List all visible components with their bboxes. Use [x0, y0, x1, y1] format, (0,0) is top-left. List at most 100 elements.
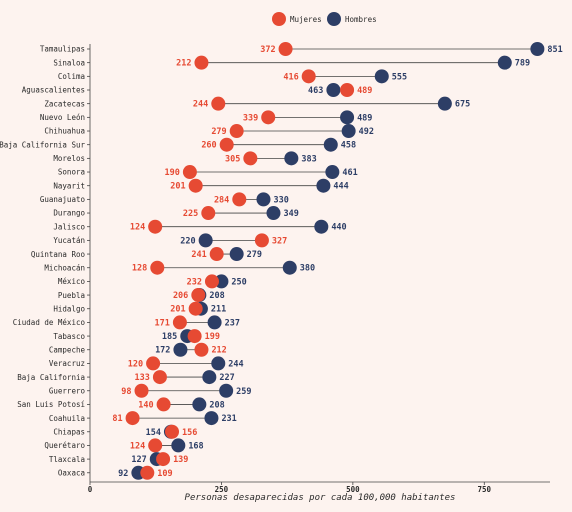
state-label: Guerrero: [49, 386, 86, 395]
state-label: Quintana Roo: [31, 250, 86, 259]
mujeres-value-label: 139: [173, 455, 188, 465]
mujeres-dot: [232, 192, 247, 207]
mujeres-value-label: 339: [243, 113, 258, 123]
x-tick-label: 0: [88, 485, 93, 494]
hombres-dot: [207, 315, 222, 330]
hombres-dot: [374, 69, 389, 84]
state-label: Oaxaca: [58, 468, 85, 477]
mujeres-value-label: 201: [170, 305, 185, 315]
hombres-value-label: 675: [455, 100, 470, 110]
mujeres-value-label: 124: [130, 223, 145, 233]
hombres-value-label: 211: [211, 305, 226, 315]
hombres-dot: [314, 219, 329, 234]
legend-mujeres-label: Mujeres: [290, 15, 322, 24]
hombres-value-label: 330: [273, 195, 288, 205]
hombres-dot: [326, 83, 341, 98]
state-label: Ciudad de México: [13, 318, 86, 327]
state-label: Campeche: [49, 345, 86, 354]
state-label: Tlaxcala: [49, 455, 85, 464]
hombres-value-label: 237: [225, 318, 240, 328]
hombres-dot: [340, 110, 355, 125]
hombres-value-label: 127: [131, 455, 146, 465]
mujeres-value-label: 156: [182, 428, 197, 438]
hombres-value-label: 185: [162, 332, 177, 342]
mujeres-value-label: 128: [132, 264, 147, 274]
hombres-value-label: 444: [333, 182, 348, 192]
mujeres-dot: [340, 83, 355, 98]
hombres-value-label: 492: [359, 127, 374, 137]
state-label: Aguascalientes: [22, 86, 85, 95]
hombres-value-label: 168: [188, 441, 203, 451]
hombres-dot: [171, 438, 186, 453]
state-label: Jalisco: [53, 222, 85, 231]
mujeres-dot: [156, 452, 171, 467]
mujeres-dot: [165, 424, 180, 439]
hombres-value-label: 489: [357, 113, 372, 123]
mujeres-value-label: 120: [128, 359, 143, 369]
mujeres-value-label: 81: [112, 414, 122, 424]
state-label: México: [58, 277, 86, 286]
mujeres-value-label: 206: [173, 291, 188, 301]
hombres-value-label: 461: [342, 168, 357, 178]
mujeres-value-label: 305: [225, 154, 240, 164]
hombres-value-label: 440: [331, 223, 346, 233]
hombres-dot: [325, 165, 340, 180]
hombres-dot: [497, 55, 512, 70]
state-label: Tamaulipas: [40, 45, 85, 54]
hombres-value-label: 244: [228, 359, 243, 369]
hombres-value-label: 380: [300, 264, 315, 274]
hombres-dot: [284, 151, 299, 166]
hombres-value-label: 154: [146, 428, 161, 438]
state-label: Durango: [53, 209, 85, 218]
hombres-value-label: 279: [247, 250, 262, 260]
hombres-dot: [173, 342, 188, 357]
mujeres-value-label: 190: [165, 168, 180, 178]
mujeres-dot: [261, 110, 276, 125]
mujeres-value-label: 109: [157, 469, 172, 479]
state-label: Colima: [58, 72, 85, 81]
hombres-value-label: 259: [236, 387, 251, 397]
state-label: Tabasco: [53, 332, 85, 341]
mujeres-dot: [182, 165, 197, 180]
state-label: Veracruz: [49, 359, 85, 368]
mujeres-dot: [187, 329, 202, 344]
mujeres-dot: [188, 301, 203, 316]
mujeres-dot: [134, 383, 149, 398]
hombres-dot: [323, 137, 338, 152]
mujeres-value-label: 279: [211, 127, 226, 137]
hombres-value-label: 789: [515, 59, 530, 69]
state-label: Yucatán: [53, 236, 85, 245]
state-label: Nayarit: [53, 181, 85, 190]
legend-hombres-label: Hombres: [345, 15, 377, 24]
x-axis-label: Personas desaparecidas por cada 100,000 …: [185, 493, 456, 503]
state-label: Morelos: [53, 154, 85, 163]
mujeres-dot: [152, 370, 167, 385]
hombres-value-label: 227: [219, 373, 234, 383]
mujeres-value-label: 140: [138, 400, 153, 410]
legend-mujeres-marker: [272, 12, 286, 26]
state-label: Michoacán: [44, 263, 85, 272]
mujeres-dot: [209, 247, 224, 262]
hombres-dot: [437, 96, 452, 111]
hombres-value-label: 250: [231, 277, 246, 287]
state-label: San Luis Potosí: [17, 400, 85, 409]
hombres-dot: [192, 397, 207, 412]
state-label: Chihuahua: [44, 127, 85, 136]
state-label: Guanajuato: [40, 195, 86, 204]
mujeres-value-label: 244: [193, 100, 208, 110]
mujeres-dot: [194, 342, 209, 357]
plot-area: 0 250 500 750 Tamaulipas 372 851 Sinaloa 212 789 C…: [0, 42, 563, 494]
hombres-dot: [202, 370, 217, 385]
legend-hombres-marker: [327, 12, 341, 26]
hombres-value-label: 349: [283, 209, 298, 219]
x-tick-label: 500: [346, 485, 360, 494]
mujeres-value-label: 133: [135, 373, 150, 383]
mujeres-value-label: 489: [357, 86, 372, 96]
mujeres-value-label: 199: [205, 332, 220, 342]
mujeres-value-label: 225: [183, 209, 198, 219]
hombres-value-label: 458: [341, 141, 356, 151]
state-label: Chiapas: [53, 427, 85, 436]
state-label: Coahuila: [49, 414, 85, 423]
state-label: Sonora: [58, 168, 85, 177]
